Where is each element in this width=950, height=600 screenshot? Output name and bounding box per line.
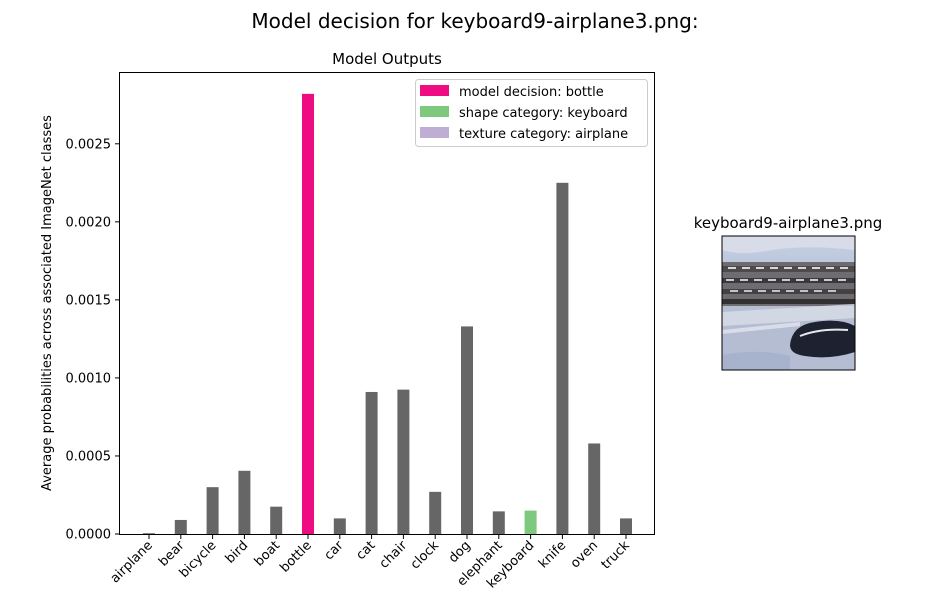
bar-boat [270, 506, 283, 534]
x-tick-label-dog: dog [446, 538, 474, 566]
bar-chair [397, 389, 410, 534]
x-tick-label-cat: cat [354, 538, 379, 563]
bar-cat [365, 391, 378, 534]
figure-title: Model decision for keyboard9-airplane3.p… [251, 9, 698, 33]
x-tick-label-truck: truck [599, 538, 634, 573]
bar-truck [620, 518, 632, 534]
x-tick-label-oven: oven [568, 538, 601, 571]
legend-box [415, 79, 648, 147]
chart-title: Model Outputs [332, 50, 442, 68]
x-tick-label-clock: clock [408, 538, 443, 573]
y-tick-label: 0.0000 [66, 528, 112, 543]
bar-bird [238, 470, 251, 534]
y-tick-label: 0.0020 [66, 215, 112, 230]
bar-airplane [143, 533, 155, 534]
legend-swatch-shape-category [420, 106, 449, 117]
x-tick-label-bottle: bottle [277, 538, 314, 575]
legend: model decision: bottle shape category: k… [415, 79, 648, 147]
plot-frame [119, 72, 655, 535]
x-tick-label-chair: chair [377, 538, 411, 572]
bar-dog [461, 326, 473, 534]
y-tick-label: 0.0005 [66, 449, 112, 464]
bar-bicycle [206, 487, 219, 534]
legend-swatch-model-decision [420, 85, 449, 96]
y-tick-label: 0.0010 [66, 371, 112, 386]
legend-swatch-texture-category [420, 127, 449, 138]
stimulus-image [721, 235, 856, 371]
bar-bear [174, 519, 187, 534]
bar-knife [556, 182, 569, 534]
bar-oven [588, 443, 601, 534]
y-axis: 0.0000 0.0005 0.0010 0.0015 0.0020 0.0025 [66, 137, 120, 543]
y-tick-label: 0.0015 [66, 293, 112, 308]
y-tick-label: 0.0025 [66, 137, 112, 152]
legend-label-model-decision: model decision: bottle [459, 85, 604, 100]
bar-bottle [302, 93, 314, 534]
x-tick-label-bird: bird [223, 538, 251, 566]
bar-car [333, 518, 346, 534]
y-axis-label: Average probabilities across associated … [40, 115, 55, 491]
x-tick-label-car: car [322, 538, 348, 564]
bar-keyboard [524, 510, 537, 534]
legend-label-shape-category: shape category: keyboard [459, 106, 628, 121]
x-tick-label-airplane: airplane [108, 538, 156, 586]
bar-elephant [492, 511, 505, 534]
legend-label-texture-category: texture category: airplane [459, 127, 628, 142]
bar-clock [429, 491, 442, 534]
x-tick-label-knife: knife [536, 538, 569, 571]
image-title: keyboard9-airplane3.png [694, 214, 883, 232]
bars-group [143, 93, 632, 534]
